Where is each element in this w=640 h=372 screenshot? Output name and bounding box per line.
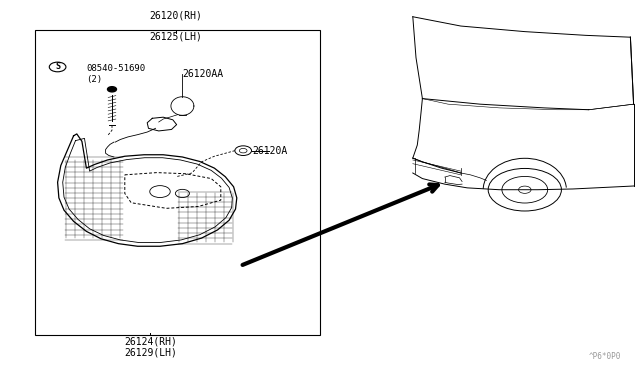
Text: ^P6*0P0: ^P6*0P0	[588, 352, 621, 361]
Text: 26124(RH): 26124(RH)	[124, 337, 177, 347]
Text: 26125(LH): 26125(LH)	[150, 32, 202, 42]
Circle shape	[108, 87, 116, 92]
Bar	[35, 30, 320, 335]
Text: S: S	[55, 62, 60, 71]
Text: 26120AA: 26120AA	[182, 70, 223, 79]
Text: 08540-51690: 08540-51690	[86, 64, 145, 73]
Text: 26120A: 26120A	[253, 146, 288, 155]
Text: (2): (2)	[86, 76, 102, 84]
Text: 26120(RH): 26120(RH)	[150, 10, 202, 20]
Text: 26129(LH): 26129(LH)	[124, 348, 177, 358]
